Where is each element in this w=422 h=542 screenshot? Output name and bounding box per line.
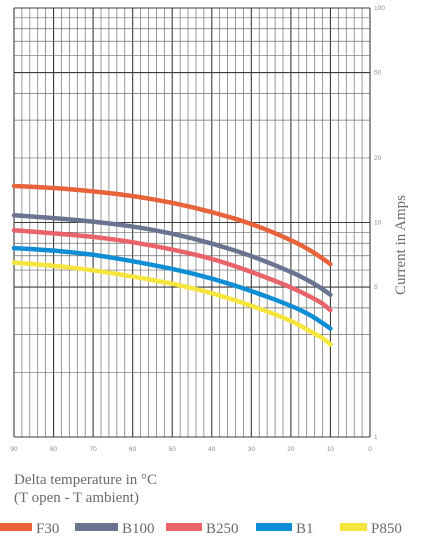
x-tick-label: 60: [129, 446, 137, 453]
x-axis-title: Delta temperature in °C: [14, 472, 157, 488]
legend-swatch-b100: [75, 523, 118, 531]
x-tick-label: 10: [327, 446, 335, 453]
x-tick-label: 20: [287, 446, 295, 453]
y-tick-label: 10: [374, 220, 382, 227]
y-axis-ticks: 1 5 10 20 50 100: [374, 5, 385, 441]
y-axis-title: Current in Amps: [393, 195, 409, 295]
x-tick-label: 30: [248, 446, 256, 453]
x-tick-label: 50: [169, 446, 177, 453]
legend-swatch-b250: [166, 523, 202, 531]
x-tick-label: 70: [89, 446, 97, 453]
series-line-p850: [11, 260, 333, 347]
x-tick-label: 40: [208, 446, 216, 453]
x-axis-ticks: 90 80 70 60 50 40 30 20 10 0: [10, 446, 372, 453]
legend-label-f30: F30: [36, 521, 59, 537]
y-tick-label: 1: [374, 434, 378, 441]
series-line-f30: [11, 183, 333, 267]
legend: F30 B100 B250 B1 P850: [0, 521, 402, 537]
legend-swatch-b1: [256, 523, 292, 531]
legend-label-p850: P850: [371, 521, 402, 537]
legend-label-b1: B1: [296, 521, 314, 537]
legend-swatch-p850: [340, 523, 367, 531]
legend-label-b100: B100: [122, 521, 155, 537]
y-tick-label: 5: [374, 284, 378, 291]
x-tick-label: 80: [50, 446, 58, 453]
x-tick-label: 90: [10, 446, 18, 453]
legend-label-b250: B250: [206, 521, 239, 537]
x-tick-label: 0: [368, 446, 372, 453]
grid: [13, 7, 371, 438]
y-tick-label: 100: [374, 5, 385, 12]
series-line-b1: [11, 245, 333, 331]
x-axis-subtitle: (T open - T ambient): [14, 490, 139, 506]
series-line-b100: [11, 213, 333, 298]
series-line-b250: [11, 228, 333, 313]
legend-swatch-f30: [0, 523, 32, 531]
y-tick-label: 50: [374, 70, 382, 77]
y-tick-label: 20: [374, 155, 382, 162]
series-layer: [11, 183, 333, 347]
